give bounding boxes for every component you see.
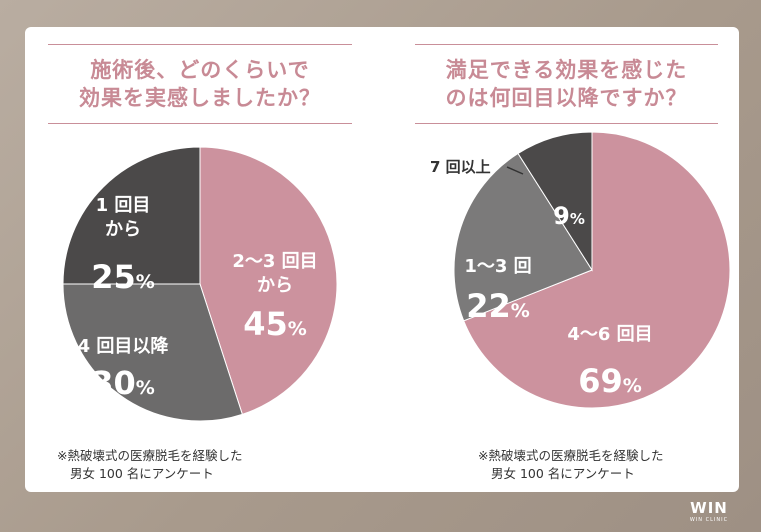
panel-title: 施術後、どのくらいで 効果を実感しましたか？ bbox=[48, 44, 352, 124]
title-line-1: 施術後、どのくらいで bbox=[90, 58, 310, 82]
survey-card: 施術後、どのくらいで 効果を実感しましたか？ 2〜3 回目から 45% 4 回目以降… bbox=[25, 27, 739, 492]
panel-satisfaction: 満足できる効果を感じた のは何回目以降ですか？ 4〜6 回目 69% 1〜3 回 22… bbox=[382, 27, 739, 492]
brand-logo: WIN WIN CLINIC bbox=[683, 500, 735, 524]
title-line-2: のは何回目以降ですか？ bbox=[445, 86, 688, 110]
slice-label-2: 7 回以上 bbox=[430, 158, 491, 176]
pie-slice-0 bbox=[199, 146, 338, 415]
slice-label-0: 4〜6 回目 bbox=[567, 324, 652, 345]
pie-slice-2 bbox=[62, 146, 201, 285]
logo-sub: WIN CLINIC bbox=[689, 517, 729, 523]
slice-value-2: 25% bbox=[91, 258, 155, 296]
survey-note: ※熱破壊式の医療脱毛を経験した 男女 100 名にアンケート bbox=[478, 447, 663, 483]
pie-slice-0 bbox=[463, 131, 731, 409]
leader-line bbox=[506, 166, 524, 175]
pie-slice-1 bbox=[62, 283, 243, 422]
slice-value-2: 9% bbox=[553, 202, 585, 230]
slice-label-2: 1 回目から bbox=[96, 195, 151, 240]
title-line-2: 効果を実感しましたか？ bbox=[79, 86, 321, 110]
slice-value-0: 69% bbox=[578, 362, 642, 400]
note-line-1: ※熱破壊式の医療脱毛を経験した bbox=[57, 448, 243, 463]
slice-label-1: 4 回目以降 bbox=[78, 335, 170, 357]
pie-slice-1 bbox=[453, 152, 593, 322]
note-line-2: 男女 100 名にアンケート bbox=[491, 466, 635, 481]
logo-mark: WIN bbox=[690, 499, 728, 517]
slice-value-0: 45% bbox=[243, 305, 307, 343]
slice-label-1: 1〜3 回 bbox=[464, 256, 531, 277]
survey-note: ※熱破壊式の医療脱毛を経験した 男女 100 名にアンケート bbox=[57, 447, 242, 483]
slice-label-0: 2〜3 回目から bbox=[232, 251, 317, 296]
note-line-1: ※熱破壊式の医療脱毛を経験した bbox=[478, 448, 664, 463]
pie-slice-2 bbox=[517, 131, 593, 272]
panel-when-effect: 施術後、どのくらいで 効果を実感しましたか？ 2〜3 回目から 45% 4 回目以降… bbox=[25, 27, 382, 492]
panel-title: 満足できる効果を感じた のは何回目以降ですか？ bbox=[415, 44, 718, 124]
note-line-2: 男女 100 名にアンケート bbox=[70, 466, 214, 481]
title-line-1: 満足できる効果を感じた bbox=[445, 58, 688, 82]
pie-chart-effect: 2〜3 回目から 45% 4 回目以降 30% 1 回目から 25% bbox=[62, 146, 338, 422]
slice-value-1: 30% bbox=[91, 364, 155, 402]
slice-value-1: 22% bbox=[466, 287, 530, 325]
pie-chart-satisfaction: 4〜6 回目 69% 1〜3 回 22% 7 回以上 9% bbox=[430, 131, 731, 409]
